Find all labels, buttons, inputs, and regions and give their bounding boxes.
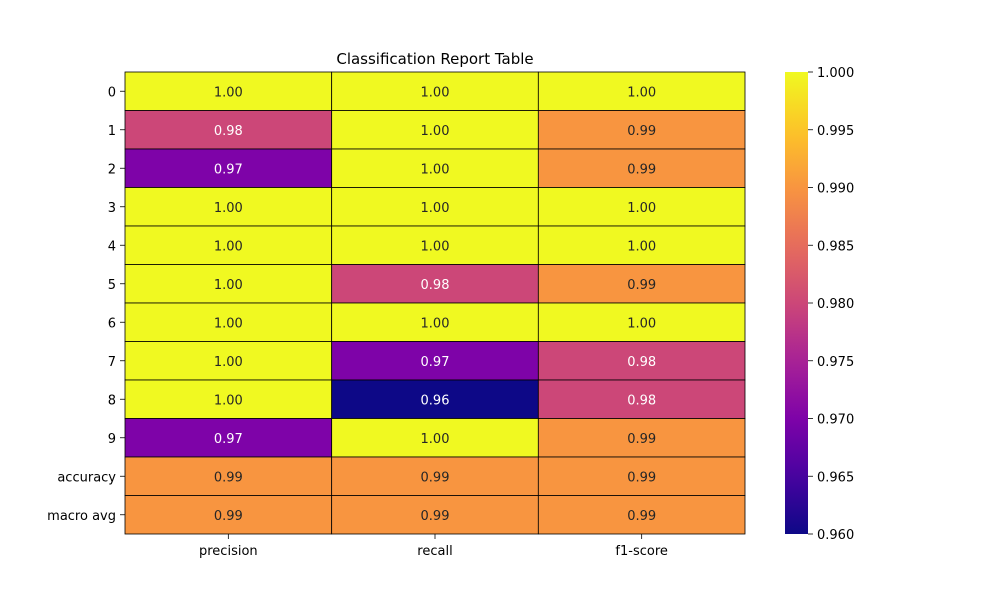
row-tick-label: 7 [108,355,116,370]
heatmap-cell [124,302,333,342]
heatmap-cell [331,302,539,342]
row-tick-label: 0 [108,85,116,100]
row-tick-label: 4 [108,239,116,254]
cell-value-label: 0.99 [627,432,656,447]
row-tick-label: 6 [108,316,116,331]
heatmap-cell [124,187,333,227]
cell-value-label: 1.00 [421,124,450,139]
cell-value-label: 0.99 [421,509,450,524]
row-tick-label: 8 [108,393,116,408]
cell-value-label: 1.00 [214,393,243,408]
heatmap-cell [124,225,333,265]
heatmap-cell [331,341,539,381]
colorbar-tick-label: 0.990 [817,182,854,197]
row-tick-label: 3 [108,201,116,216]
row-tick-label: 1 [108,124,116,139]
colorbar-tick-label: 0.975 [817,355,854,370]
row-tick-label: 9 [108,432,116,447]
colorbar-gradient [785,72,808,534]
cell-value-label: 1.00 [214,278,243,293]
cell-value-label: 1.00 [214,85,243,100]
heatmap-cell [331,110,539,150]
heatmap-cell [124,110,333,150]
heatmap-cell [537,341,746,381]
cell-value-label: 0.98 [421,278,450,293]
colorbar-tick-label: 0.980 [817,297,854,312]
cell-value-label: 1.00 [421,316,450,331]
cell-value-label: 1.00 [627,201,656,216]
colorbar: 0.960 0.965 0.970 0.975 0.980 0.985 0.990 0.995… [785,66,854,543]
heatmap-cell [331,418,539,458]
heatmap-cells [124,71,746,535]
cell-value-label: 0.97 [214,162,243,177]
cell-value-label: 1.00 [214,239,243,254]
heatmap-cell [331,71,539,111]
column-tick-label: precision [199,544,258,559]
cell-value-label: 0.99 [627,470,656,485]
cell-value-label: 0.98 [627,393,656,408]
cell-value-label: 0.96 [421,393,450,408]
heatmap-cell [124,456,333,496]
heatmap-cell [537,71,746,111]
column-tick-label: recall [417,544,452,559]
cell-value-label: 1.00 [421,239,450,254]
colorbar-tick-label: 0.985 [817,239,854,254]
cell-value-label: 0.98 [214,124,243,139]
cell-value-label: 1.00 [214,355,243,370]
row-axis: 0 1 2 3 4 5 6 7 8 9 accuracy macro avg [47,85,125,524]
cell-value-label: 1.00 [421,201,450,216]
cell-value-label: 0.99 [627,162,656,177]
cell-value-label: 1.00 [214,201,243,216]
heatmap-cell [537,456,746,496]
heatmap-cell [537,264,746,304]
cell-value-label: 1.00 [421,162,450,177]
heatmap-cell [537,302,746,342]
cell-value-label: 1.00 [627,316,656,331]
row-tick-label: 5 [108,278,116,293]
cell-value-label: 0.99 [627,509,656,524]
heatmap-cell [124,418,333,458]
colorbar-tick-label: 0.995 [817,124,854,139]
row-tick-label: macro avg [47,509,116,524]
colorbar-tick-label: 0.970 [817,413,854,428]
heatmap-cell [537,110,746,150]
column-axis: precision recall f1-score [199,534,668,559]
heatmap-cell [537,187,746,227]
colorbar-tick-label: 0.965 [817,470,854,485]
heatmap-cell [537,225,746,265]
heatmap-cell [537,495,746,535]
cell-value-label: 0.99 [214,470,243,485]
chart-title: Classification Report Table [336,50,533,68]
cell-value-label: 0.97 [421,355,450,370]
cell-value-label: 0.99 [214,509,243,524]
heatmap-cell [331,495,539,535]
cell-value-label: 1.00 [421,85,450,100]
row-tick-label: accuracy [57,470,116,485]
colorbar-tick-label: 1.000 [817,66,854,81]
cell-value-label: 1.00 [214,316,243,331]
cell-value-label: 0.98 [627,355,656,370]
heatmap-cell [331,148,539,188]
cell-value-label: 0.99 [627,278,656,293]
heatmap-cell [124,379,333,419]
cell-value-label: 1.00 [421,432,450,447]
cell-value-label: 0.99 [627,124,656,139]
cell-value-label: 0.97 [214,432,243,447]
heatmap-cell [124,71,333,111]
cell-value-label: 1.00 [627,239,656,254]
heatmap-cell [331,225,539,265]
row-tick-label: 2 [108,162,116,177]
cell-value-label: 1.00 [627,85,656,100]
heatmap-cell [537,379,746,419]
column-tick-label: f1-score [615,544,667,559]
heatmap-cell [331,264,539,304]
heatmap-cell [124,341,333,381]
heatmap-cell [537,418,746,458]
heatmap-cell-labels: 1.00 1.00 1.00 0.98 1.00 0.99 0.97 1.00 0.99 1.00… [214,85,656,524]
colorbar-tick-label: 0.960 [817,528,854,543]
cell-value-label: 0.99 [421,470,450,485]
